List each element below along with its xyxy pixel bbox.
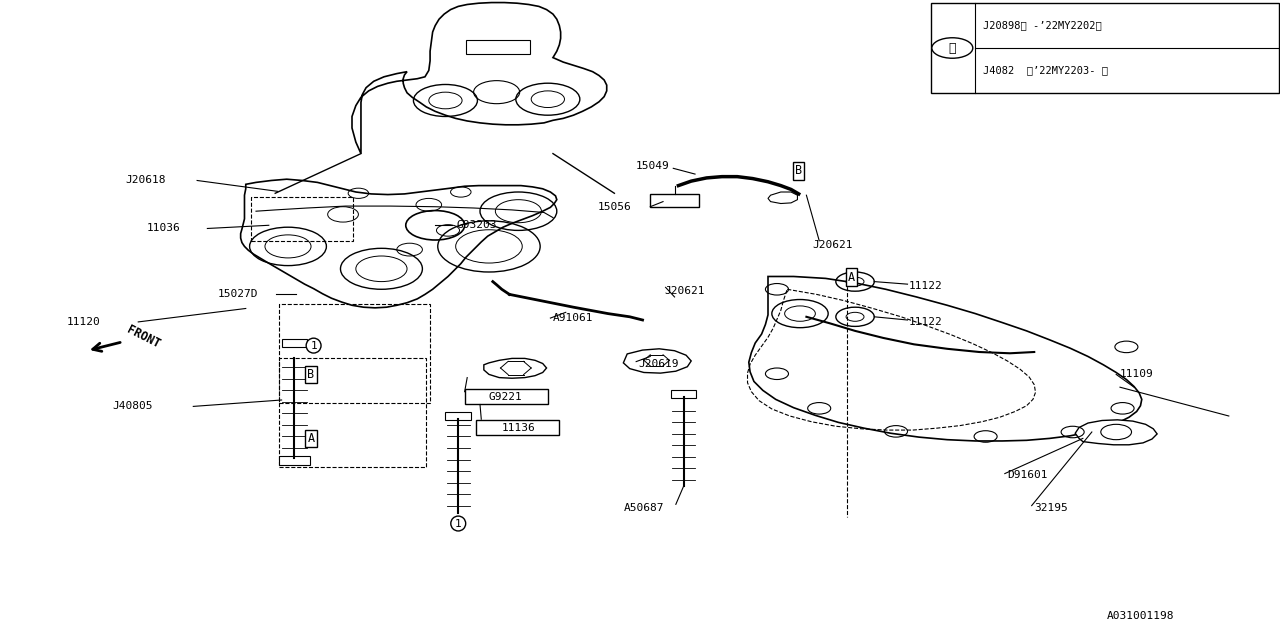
Text: J20898〈 -’22MY2202〉: J20898〈 -’22MY2202〉	[983, 20, 1102, 31]
Bar	[445, 412, 471, 420]
Text: 15049: 15049	[636, 161, 669, 172]
Bar	[650, 194, 699, 207]
Text: A50687: A50687	[623, 502, 664, 513]
Bar	[476, 420, 559, 435]
Bar	[279, 304, 430, 403]
Text: J20618: J20618	[125, 175, 166, 186]
Text: D91601: D91601	[1007, 470, 1048, 480]
Bar	[465, 389, 548, 404]
Text: 1: 1	[454, 518, 462, 529]
Polygon shape	[241, 179, 557, 308]
Text: 11120: 11120	[67, 317, 100, 327]
Text: 11109: 11109	[1120, 369, 1153, 380]
Text: B: B	[795, 164, 803, 177]
Bar	[282, 339, 307, 347]
Text: 11136: 11136	[502, 422, 535, 433]
Text: 32195: 32195	[1034, 502, 1068, 513]
Text: J20621: J20621	[813, 240, 854, 250]
Text: J20621: J20621	[664, 286, 705, 296]
Text: G93203: G93203	[457, 220, 498, 230]
Text: A: A	[847, 271, 855, 284]
Polygon shape	[352, 3, 607, 154]
Text: 11122: 11122	[909, 317, 942, 327]
FancyBboxPatch shape	[931, 3, 1279, 93]
Text: FRONT: FRONT	[124, 323, 161, 351]
Polygon shape	[1075, 420, 1157, 445]
Bar	[251, 197, 353, 241]
Text: A91061: A91061	[553, 313, 594, 323]
Text: A031001198: A031001198	[1107, 611, 1175, 621]
Text: 11122: 11122	[909, 281, 942, 291]
Polygon shape	[749, 276, 1142, 441]
Polygon shape	[768, 192, 797, 204]
Text: B: B	[307, 368, 315, 381]
Bar	[279, 358, 426, 467]
Text: 1: 1	[310, 340, 317, 351]
Bar	[466, 40, 530, 54]
Polygon shape	[623, 349, 691, 373]
Text: J4082  〈’22MY2203- 〉: J4082 〈’22MY2203- 〉	[983, 65, 1108, 76]
Text: 15027D: 15027D	[218, 289, 259, 300]
Text: A: A	[307, 432, 315, 445]
Bar	[279, 456, 310, 465]
Text: G9221: G9221	[489, 392, 522, 402]
Text: J40805: J40805	[113, 401, 154, 412]
Text: 11036: 11036	[147, 223, 180, 234]
Text: J20619: J20619	[639, 358, 680, 369]
Bar	[671, 390, 696, 398]
Text: ①: ①	[948, 42, 956, 54]
Circle shape	[932, 38, 973, 58]
Polygon shape	[484, 358, 547, 378]
Text: 15056: 15056	[598, 202, 631, 212]
